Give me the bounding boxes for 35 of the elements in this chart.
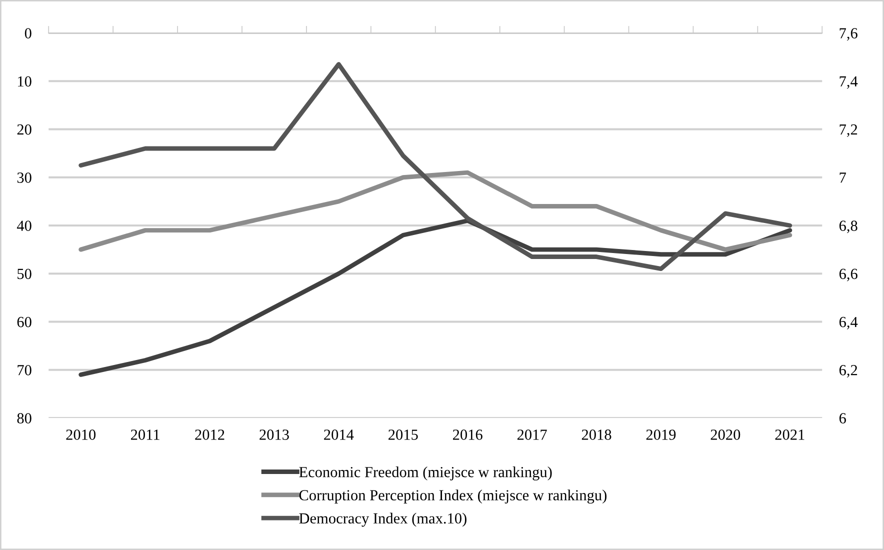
line-series xyxy=(78,62,792,272)
y2-tick-label: 7,4 xyxy=(840,76,858,89)
legend-label: Corruption Perception Index (miejsce w rankingu) xyxy=(299,490,606,504)
y2-tick-label: 6,2 xyxy=(839,365,858,378)
y-tick-label: 40 xyxy=(16,220,32,231)
x-tick-label: 2021 xyxy=(775,430,804,440)
x-tick-label: 2010 xyxy=(66,430,96,440)
y-tick-label: 80 xyxy=(17,413,32,424)
y-tick-label: 70 xyxy=(18,365,32,376)
y-tick-label: 10 xyxy=(18,76,32,87)
x-tick-label: 2011 xyxy=(130,430,160,440)
y-tick-label: 30 xyxy=(17,172,32,183)
y2-tick-label: 7,6 xyxy=(840,28,858,41)
y2-tick-label: 7 xyxy=(840,172,846,183)
x-tick-label: 2019 xyxy=(646,430,676,440)
y2-tick-label: 6 xyxy=(839,413,846,424)
legend-label: Democracy Index (max.10) xyxy=(299,512,466,527)
y-tick-label: 20 xyxy=(17,124,32,135)
y-tick-label: 60 xyxy=(17,316,32,328)
line-series xyxy=(78,170,792,252)
y2-tick-label: 6,6 xyxy=(839,268,858,282)
y2-tick-label: 6,4 xyxy=(839,316,858,330)
y2-tick-label: 7,2 xyxy=(840,124,858,137)
x-tick-label: 2020 xyxy=(710,430,740,440)
y-tick-label: 0 xyxy=(24,28,32,38)
x-tick-label: 2016 xyxy=(452,430,482,440)
x-tick-label: 2017 xyxy=(517,430,547,440)
x-tick-label: 2015 xyxy=(388,430,418,440)
x-tick-label: 2018 xyxy=(582,430,612,440)
legend-label: Economic Freedom (miejsce w rankingu) xyxy=(299,466,552,480)
x-tick-label: 2013 xyxy=(260,430,289,440)
y2-tick-label: 6,8 xyxy=(839,220,858,234)
x-tick-label: 2014 xyxy=(324,430,354,440)
y-tick-label: 50 xyxy=(18,268,32,280)
x-tick-label: 2012 xyxy=(195,430,224,440)
